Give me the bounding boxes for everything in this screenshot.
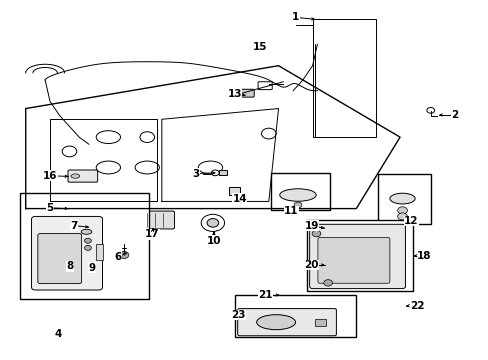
Bar xyxy=(312,19,375,137)
Ellipse shape xyxy=(96,161,120,174)
Circle shape xyxy=(323,280,332,286)
Text: 10: 10 xyxy=(206,236,221,246)
Text: 6: 6 xyxy=(114,252,122,262)
Text: 22: 22 xyxy=(409,301,424,311)
Text: 14: 14 xyxy=(232,194,246,203)
Bar xyxy=(96,244,103,260)
FancyBboxPatch shape xyxy=(317,238,389,283)
Bar xyxy=(20,193,148,298)
Circle shape xyxy=(426,108,434,113)
Text: 23: 23 xyxy=(230,310,245,320)
FancyBboxPatch shape xyxy=(309,224,405,289)
Text: 17: 17 xyxy=(145,229,160,239)
Bar xyxy=(314,319,325,327)
FancyBboxPatch shape xyxy=(38,234,81,284)
Text: 3: 3 xyxy=(192,168,199,179)
Text: 5: 5 xyxy=(46,203,54,213)
Bar xyxy=(219,170,226,175)
Text: 4: 4 xyxy=(55,329,62,339)
Text: 11: 11 xyxy=(284,206,298,216)
Bar xyxy=(234,295,356,337)
Ellipse shape xyxy=(256,315,295,330)
Text: 2: 2 xyxy=(450,110,457,120)
Circle shape xyxy=(119,251,128,258)
Bar xyxy=(306,220,412,291)
Ellipse shape xyxy=(81,229,92,234)
Bar xyxy=(271,173,329,210)
Text: 1: 1 xyxy=(291,13,299,22)
Ellipse shape xyxy=(279,189,316,201)
FancyBboxPatch shape xyxy=(237,309,336,336)
Bar xyxy=(377,174,430,224)
Text: 20: 20 xyxy=(304,260,318,270)
Text: 8: 8 xyxy=(67,261,74,271)
Text: 7: 7 xyxy=(70,221,78,231)
Text: 21: 21 xyxy=(258,290,272,300)
Ellipse shape xyxy=(71,174,80,178)
Bar xyxy=(228,187,239,195)
Circle shape xyxy=(206,219,218,227)
FancyBboxPatch shape xyxy=(31,216,102,290)
Circle shape xyxy=(84,238,91,243)
FancyBboxPatch shape xyxy=(135,211,174,229)
Circle shape xyxy=(261,128,276,139)
FancyBboxPatch shape xyxy=(68,170,98,182)
Circle shape xyxy=(201,214,224,231)
Ellipse shape xyxy=(96,131,120,144)
Circle shape xyxy=(140,132,154,143)
Text: 9: 9 xyxy=(88,262,95,273)
FancyBboxPatch shape xyxy=(258,82,272,90)
Circle shape xyxy=(397,213,407,220)
Circle shape xyxy=(84,246,91,250)
Text: 12: 12 xyxy=(403,216,418,226)
Ellipse shape xyxy=(135,161,159,174)
Circle shape xyxy=(293,202,301,208)
Text: 13: 13 xyxy=(227,89,242,99)
Text: 15: 15 xyxy=(252,42,267,52)
Ellipse shape xyxy=(198,161,222,174)
Text: 18: 18 xyxy=(416,251,431,261)
Text: 19: 19 xyxy=(304,221,318,231)
FancyBboxPatch shape xyxy=(240,89,254,97)
Ellipse shape xyxy=(389,193,414,204)
Text: 16: 16 xyxy=(42,171,57,181)
Circle shape xyxy=(397,207,407,214)
Circle shape xyxy=(311,230,320,237)
Circle shape xyxy=(62,146,77,157)
Circle shape xyxy=(211,170,219,176)
